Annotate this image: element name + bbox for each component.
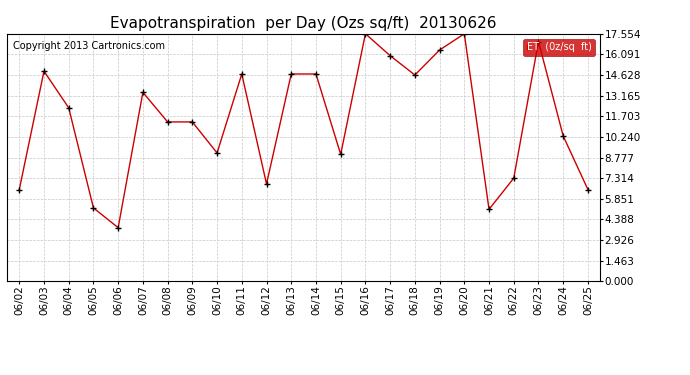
- Legend: ET  (0z/sq  ft): ET (0z/sq ft): [523, 39, 595, 56]
- Text: Copyright 2013 Cartronics.com: Copyright 2013 Cartronics.com: [13, 41, 165, 51]
- Title: Evapotranspiration  per Day (Ozs sq/ft)  20130626: Evapotranspiration per Day (Ozs sq/ft) 2…: [110, 16, 497, 31]
